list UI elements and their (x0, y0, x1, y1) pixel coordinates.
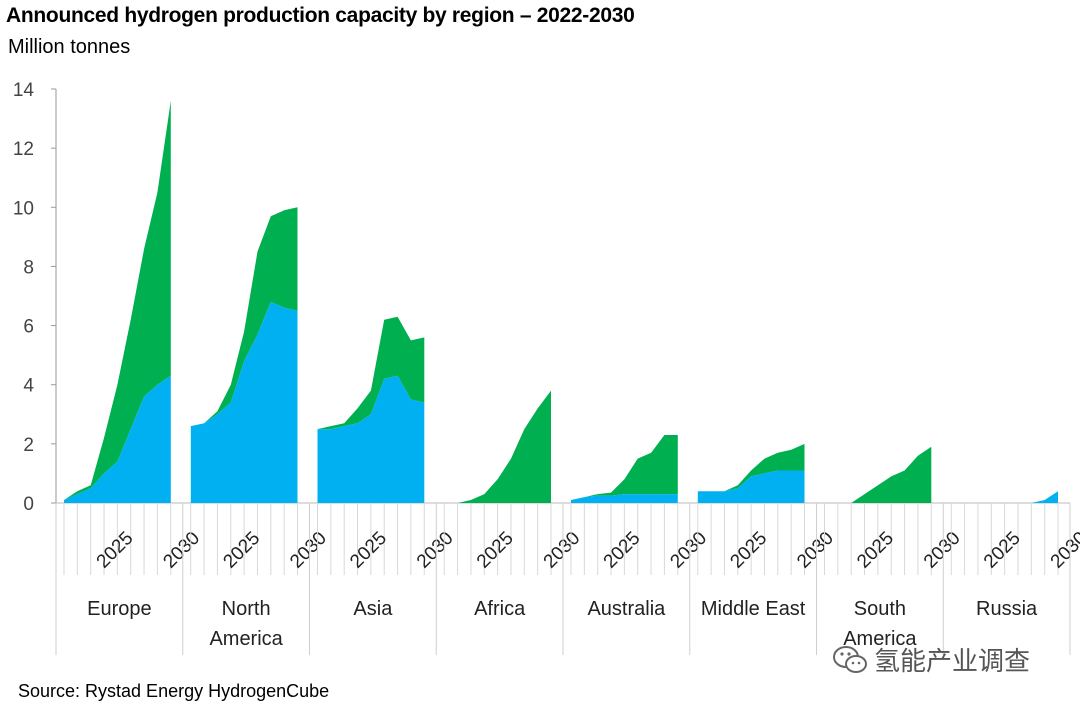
green-area (317, 316, 425, 430)
green-area (64, 100, 171, 501)
watermark: 氢能产业调查 (832, 641, 1030, 678)
y-tick-label: 12 (13, 139, 34, 160)
watermark-text: 氢能产业调查 (874, 646, 1031, 676)
region-label: America (209, 628, 283, 650)
blue-area (697, 470, 805, 503)
y-tick-label: 0 (23, 494, 34, 515)
region-label: Australia (587, 598, 666, 620)
x-tick-label: 2030 (413, 528, 458, 573)
y-tick-label: 6 (23, 317, 34, 338)
chart-subtitle: Million tonnes (8, 36, 131, 58)
blue-area (571, 494, 678, 503)
x-tick-label: 2030 (286, 528, 331, 573)
region-label: Europe (87, 598, 152, 620)
green-area (697, 443, 805, 492)
x-tick-label: 2030 (793, 528, 838, 573)
region-label: South (854, 598, 906, 620)
x-tick-label: 2030 (159, 528, 204, 573)
region-label: Africa (474, 598, 526, 620)
x-tick-label: 2030 (666, 528, 711, 573)
y-tick-label: 2 (23, 435, 34, 456)
wechat-icon (833, 645, 867, 673)
y-tick-label: 14 (13, 80, 35, 101)
region-label: America (843, 628, 917, 650)
chart-title: Announced hydrogen production capacity b… (6, 4, 635, 27)
blue-area (190, 301, 298, 503)
x-tick-label: 2030 (1047, 528, 1080, 573)
region-label: Asia (353, 598, 393, 620)
blue-area (317, 375, 425, 503)
y-tick-label: 4 (23, 376, 34, 397)
blue-area (951, 491, 1058, 503)
region-label: Middle East (701, 598, 806, 620)
x-tick-label: 2030 (540, 528, 585, 573)
green-area (444, 390, 551, 503)
green-area (571, 435, 678, 500)
green-area (190, 207, 298, 427)
source-note: Source: Rystad Energy HydrogenCube (18, 681, 330, 701)
y-tick-label: 8 (23, 257, 34, 278)
region-label: North (222, 598, 271, 620)
blue-area (64, 375, 171, 503)
y-tick-label: 10 (13, 198, 34, 219)
x-tick-label: 2030 (920, 528, 965, 573)
green-area (824, 446, 932, 503)
region-label: Russia (976, 598, 1038, 620)
